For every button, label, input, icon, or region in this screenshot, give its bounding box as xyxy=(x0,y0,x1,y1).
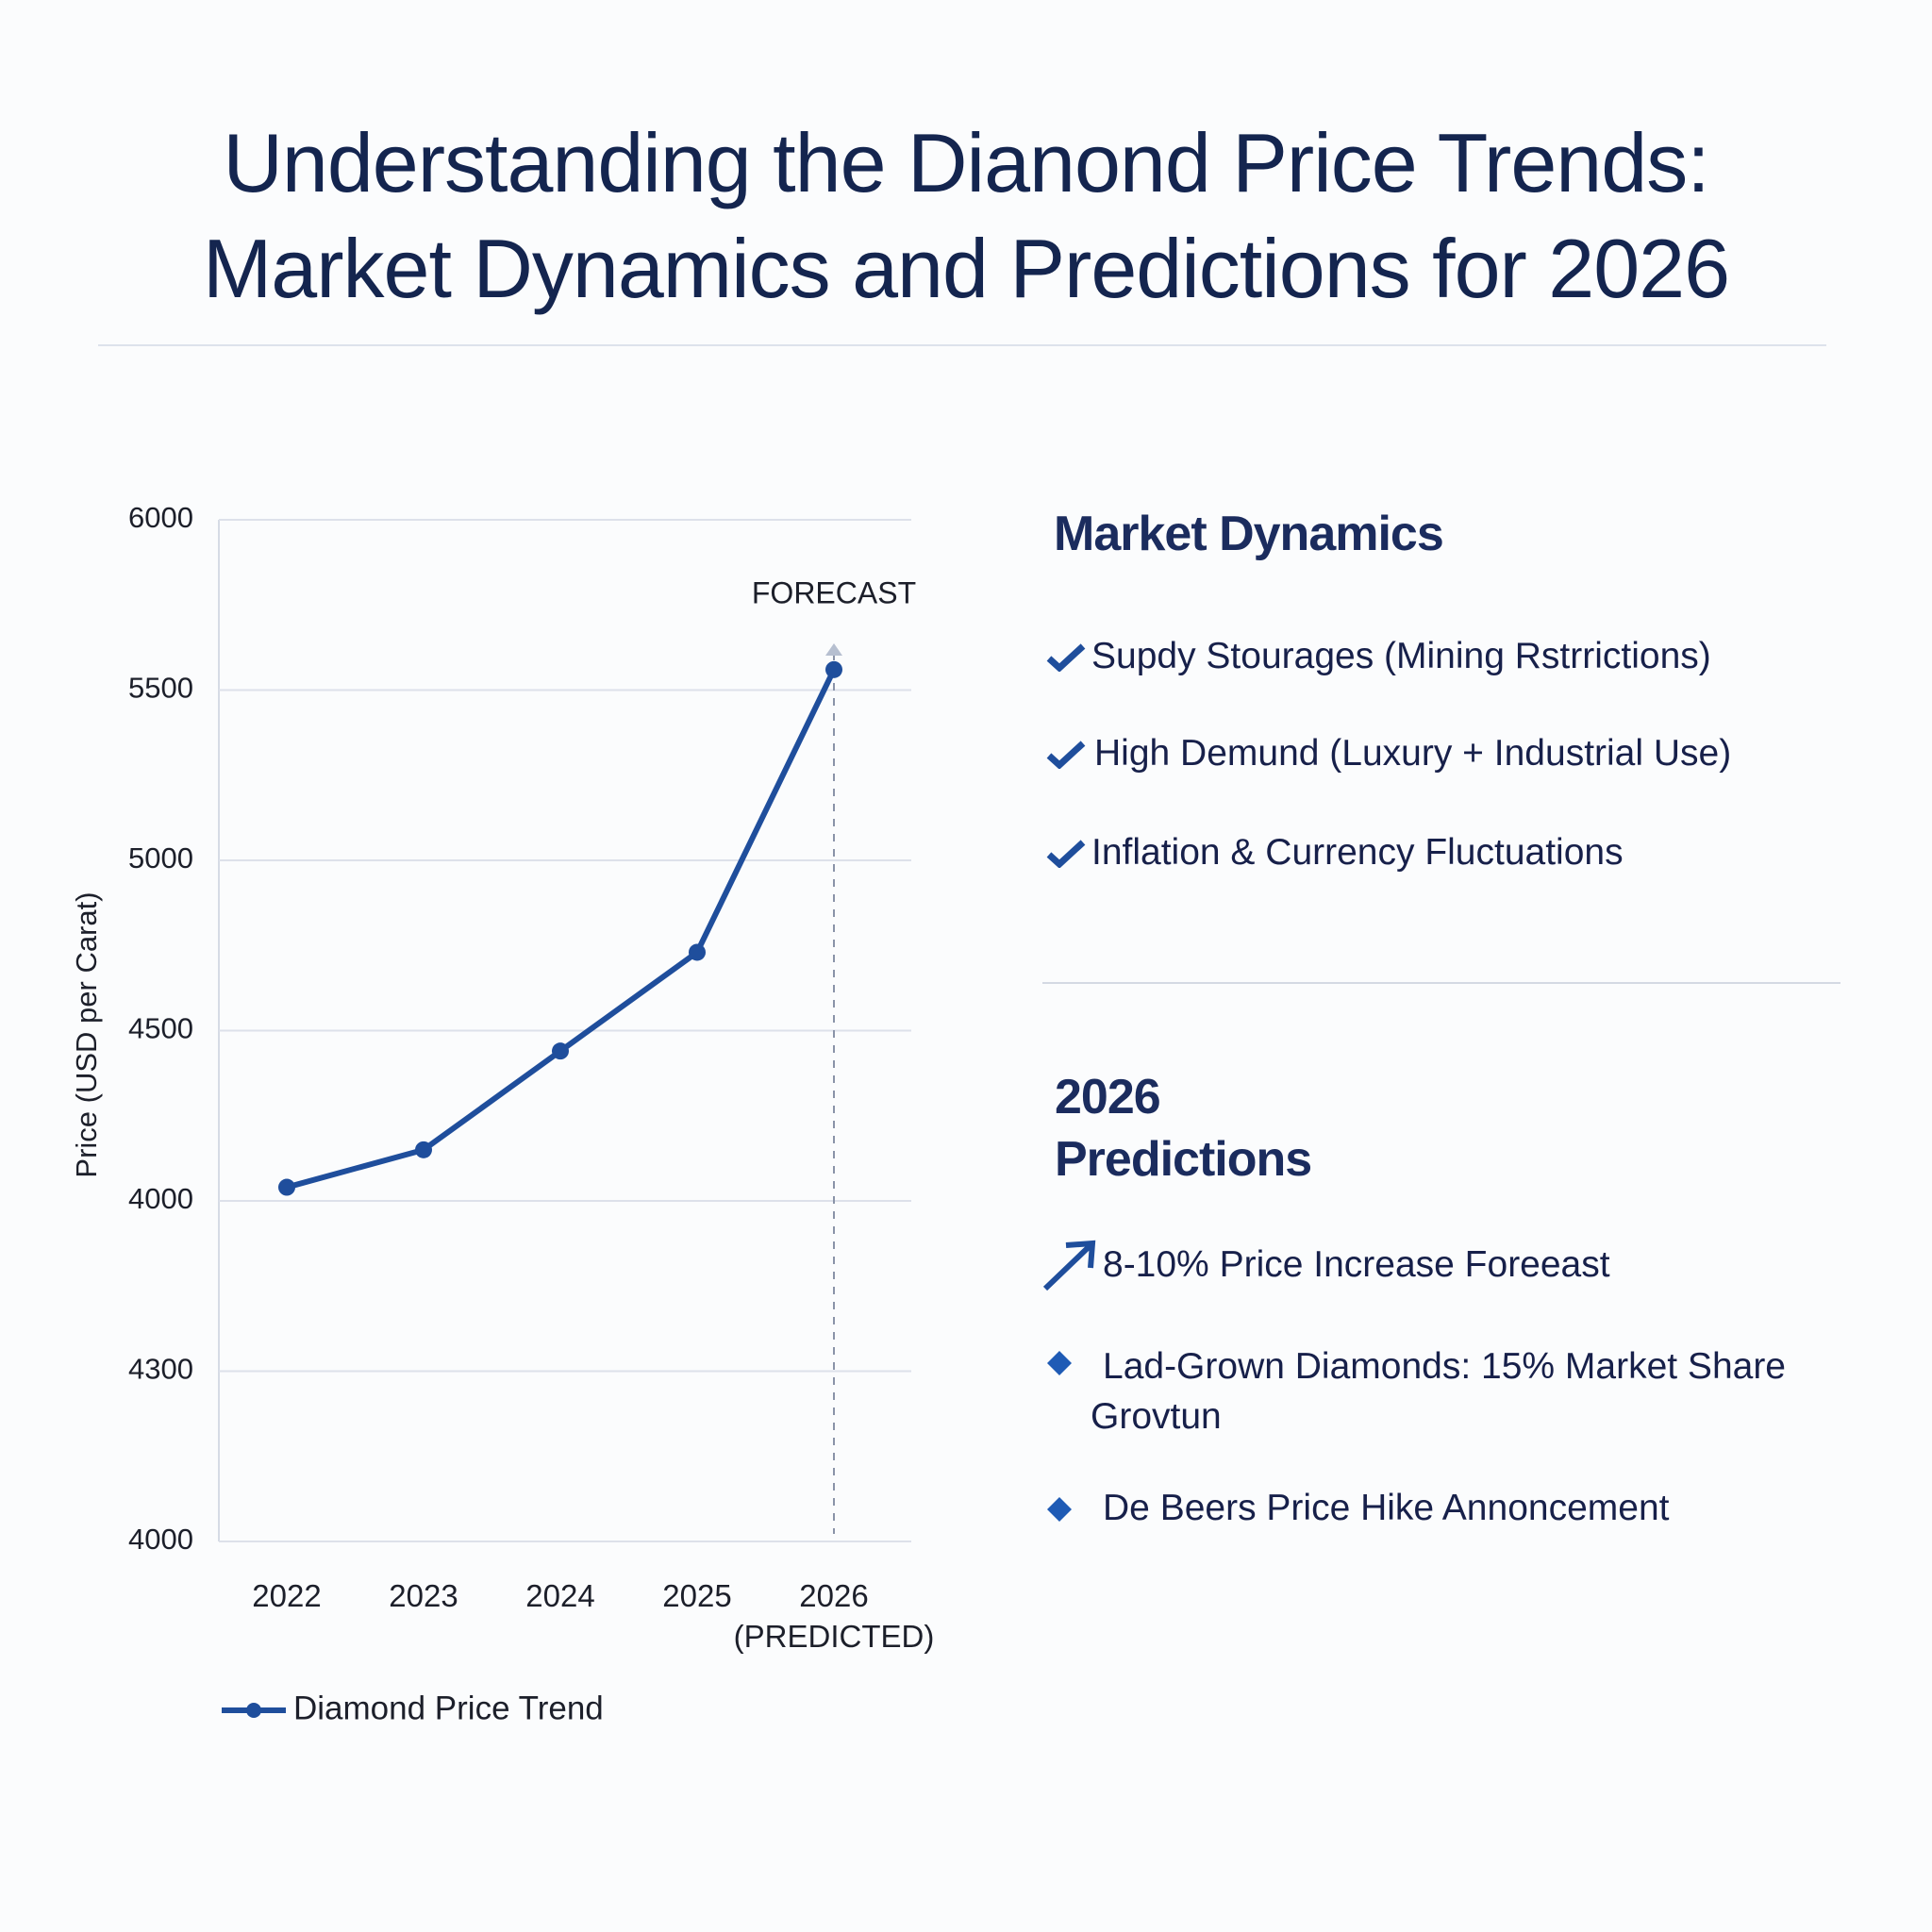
divider xyxy=(1042,982,1840,984)
x-tick-label: 2022 xyxy=(252,1578,321,1613)
list-item: De Beers Price Hike Annoncement xyxy=(1103,1488,1670,1528)
y-tick-label: 4500 xyxy=(128,1012,193,1045)
x-tick-label: 2025 xyxy=(662,1578,731,1613)
divider xyxy=(98,344,1826,346)
data-line xyxy=(286,668,837,1191)
x-tick-label: 2023 xyxy=(389,1578,458,1613)
y-tick-label: 5500 xyxy=(128,672,193,705)
data-point xyxy=(415,1141,432,1158)
section-heading: 2026 Predictions xyxy=(1055,1070,1312,1187)
annotation: FORECAST xyxy=(752,575,916,609)
check-icon xyxy=(1046,741,1086,769)
y-tick-label: 6000 xyxy=(128,501,193,534)
data-point xyxy=(689,943,706,961)
arrow-icon xyxy=(1042,1240,1096,1291)
y-tick-label: 4000 xyxy=(128,1523,193,1556)
legend-swatch xyxy=(246,1703,261,1718)
check-icon xyxy=(1046,643,1086,672)
title: Understanding the Dianond Price Trends: xyxy=(223,116,1709,209)
diamond-icon xyxy=(1047,1497,1072,1522)
forecast-marker xyxy=(825,643,842,656)
list-item: 8-10% Price Increase Foreeast xyxy=(1103,1244,1610,1285)
data-point xyxy=(278,1178,295,1196)
y-tick-label: 4000 xyxy=(128,1182,193,1215)
check-icon xyxy=(1046,840,1086,868)
section-heading: Market Dynamics xyxy=(1054,507,1444,561)
data-point xyxy=(825,660,842,678)
legend-label: Diamond Price Trend xyxy=(293,1690,604,1726)
x-tick-label: 2026 (PREDICTED) xyxy=(734,1578,935,1654)
diamond-icon xyxy=(1047,1351,1072,1375)
y-tick-label: 5000 xyxy=(128,841,193,874)
title: Market Dynamics and Predictions for 2026 xyxy=(202,222,1730,315)
list-item: High Demund (Luxury + Industrial Use) xyxy=(1094,733,1732,774)
x-tick-label: 2024 xyxy=(525,1578,594,1613)
data-point xyxy=(552,1042,569,1060)
y-axis-label: Price (USD per Carat) xyxy=(70,891,103,1177)
list-item: Inflation & Currency Fluctuations xyxy=(1091,832,1624,873)
list-item: Lad-Grown Diamonds: 15% Market Share Gro… xyxy=(1091,1346,1786,1437)
list-item: Supdy Stourages (Mining Rstrrictions) xyxy=(1091,636,1711,676)
y-tick-label: 4300 xyxy=(128,1353,193,1386)
